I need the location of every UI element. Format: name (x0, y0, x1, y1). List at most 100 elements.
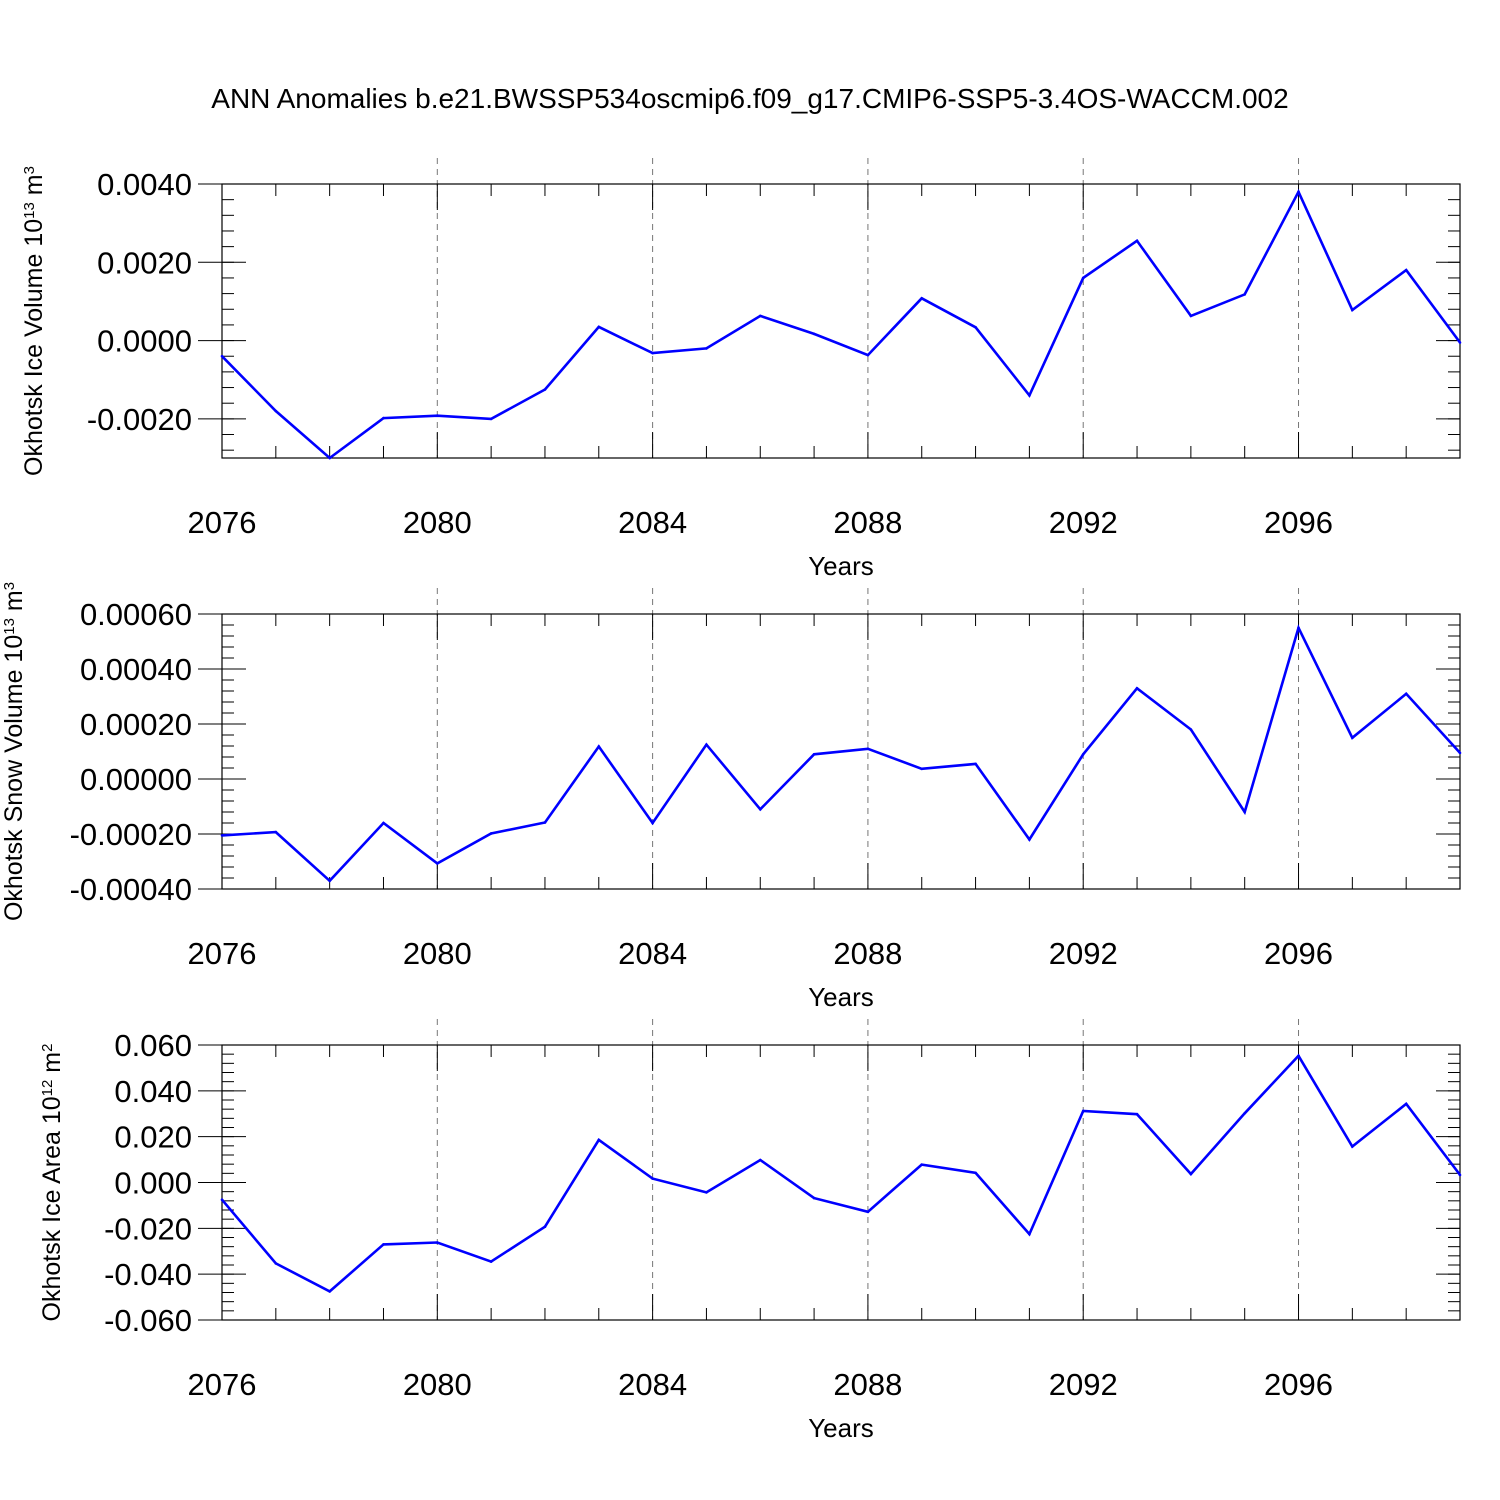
data-point (220, 354, 224, 358)
data-point (1458, 1173, 1462, 1177)
data-point (1297, 190, 1300, 194)
data-point (328, 879, 331, 883)
data-point (1081, 752, 1085, 756)
data-point (543, 388, 547, 391)
data-point (328, 1290, 331, 1293)
data-point (1404, 268, 1408, 272)
data-point (436, 414, 439, 418)
y-tick-label: -0.00040 (70, 872, 192, 907)
data-point (758, 314, 762, 318)
x-axis-label: Years (808, 1413, 874, 1443)
y-tick-label: 0.00000 (80, 762, 192, 797)
data-point (812, 332, 816, 336)
x-axis-label: Years (808, 551, 874, 581)
data-point (274, 409, 278, 413)
y-tick-label: 0.00020 (80, 707, 192, 742)
data-point (597, 1138, 601, 1142)
y-tick-label: -0.060 (104, 1303, 192, 1338)
y-tick-label: 0.00060 (80, 597, 192, 632)
y-tick-label: 0.060 (114, 1028, 192, 1063)
x-axis-label: Years (808, 982, 874, 1012)
y-axis-label-text: Okhotsk Snow Volume 10 (0, 635, 28, 921)
data-point (866, 353, 870, 357)
y-axis-label-unit-exponent: 2 (39, 1044, 56, 1052)
data-point (597, 745, 601, 748)
y-tick-label: -0.020 (104, 1211, 192, 1246)
chart-panels: 2076 2080 2084 2088 2092 2096 Years 0.0040 0.002… (0, 158, 1462, 1443)
x-tick-label: 2092 (1049, 1367, 1118, 1402)
data-point (436, 862, 439, 865)
x-tick-label: 2088 (833, 1367, 902, 1402)
data-point (651, 1177, 654, 1180)
y-axis-label: Okhotsk Snow Volume 1013 m3 (0, 582, 28, 921)
figure-title: ANN Anomalies b.e21.BWSSP534oscmip6.f09_… (211, 83, 1288, 114)
y-axis-label-exponent: 12 (39, 1080, 56, 1097)
data-point (1458, 341, 1462, 344)
data-point (1458, 751, 1462, 755)
data-point (328, 456, 331, 460)
chart-panel-3: 2076 2080 2084 2088 2092 2096 Years 0.060 0.040 0… (38, 1019, 1462, 1443)
x-tick-label: 2084 (618, 936, 687, 971)
plot-frame (221, 183, 1461, 459)
data-point (274, 830, 278, 834)
y-axis-label-unit: m (20, 174, 48, 202)
x-tick-label: 2076 (188, 936, 257, 971)
y-axis-label-exponent: 13 (21, 202, 38, 219)
data-point (543, 1225, 547, 1229)
x-tick-label: 2096 (1264, 936, 1333, 971)
y-tick-label: 0.020 (114, 1120, 192, 1155)
data-point (1297, 626, 1300, 630)
data-point (1351, 736, 1354, 740)
data-point (1028, 838, 1031, 841)
data-point (382, 1243, 385, 1246)
y-axis-label: Okhotsk Ice Area 1012 m2 (38, 1044, 66, 1322)
data-point (1351, 1145, 1354, 1148)
y-tick-label: 0.0000 (97, 324, 192, 359)
series-line-3 (221, 1053, 1462, 1293)
data-point (1243, 1111, 1246, 1115)
y-axis-label-unit-exponent: 3 (21, 166, 38, 174)
data-point (436, 1241, 439, 1244)
y-tick-label: 0.040 (114, 1074, 192, 1109)
x-tick-label: 2080 (403, 505, 472, 540)
plot-frame (221, 1044, 1461, 1321)
y-axis-label: Okhotsk Ice Volume 1013 m3 (20, 166, 48, 476)
data-point (812, 752, 816, 756)
y-tick-label: 0.0040 (97, 167, 192, 202)
y-tick-label: -0.0020 (87, 402, 192, 437)
data-point (1135, 1112, 1139, 1116)
x-tick-label: 2080 (403, 1367, 472, 1402)
x-tick-label: 2096 (1264, 505, 1333, 540)
y-tick-label: 0.0020 (97, 245, 192, 280)
x-tick-label: 2088 (833, 936, 902, 971)
data-point (1404, 1102, 1408, 1106)
y-tick-label: -0.00020 (70, 817, 192, 852)
data-point (1081, 276, 1085, 280)
x-tick-label: 2076 (188, 505, 257, 540)
x-tick-label: 2092 (1049, 505, 1118, 540)
data-point (705, 347, 708, 350)
y-axis-label-unit-exponent: 3 (1, 582, 18, 590)
x-tick-label: 2080 (403, 936, 472, 971)
y-tick-label: 0.000 (114, 1166, 192, 1201)
x-tick-label: 2088 (833, 505, 902, 540)
y-axis-label-exponent: 13 (1, 618, 18, 635)
data-point (597, 325, 601, 329)
data-point (489, 1260, 493, 1263)
data-point (274, 1262, 278, 1265)
data-point (1297, 1054, 1300, 1058)
data-point (974, 325, 977, 329)
data-point (382, 821, 385, 825)
data-point (974, 762, 977, 766)
data-point (1189, 728, 1193, 731)
y-tick-label: -0.040 (104, 1257, 192, 1292)
data-point (920, 296, 924, 300)
data-point (705, 743, 708, 746)
y-tick-label: 0.00040 (80, 652, 192, 687)
data-point (1189, 1172, 1193, 1176)
data-point (220, 1198, 224, 1201)
x-tick-label: 2076 (188, 1367, 257, 1402)
x-tick-label: 2084 (618, 505, 687, 540)
data-point (382, 416, 385, 420)
